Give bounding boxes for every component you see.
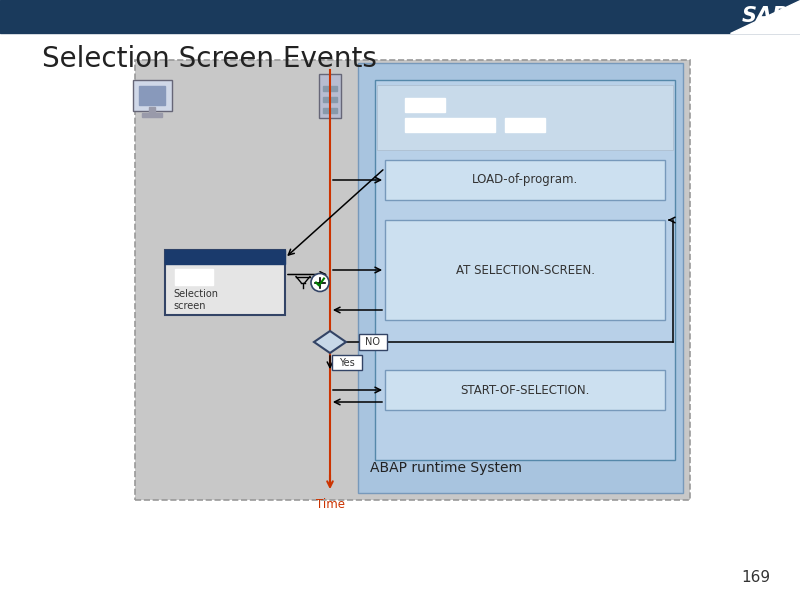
Bar bbox=[505, 118, 545, 132]
Circle shape bbox=[311, 274, 329, 292]
Bar bbox=[142, 113, 162, 117]
Text: LOAD-of-program.: LOAD-of-program. bbox=[472, 173, 578, 187]
Text: Time: Time bbox=[315, 498, 345, 511]
FancyBboxPatch shape bbox=[332, 355, 362, 370]
Bar bbox=[149, 107, 155, 115]
Bar bbox=[175, 269, 213, 285]
Bar bbox=[0, 0, 800, 33]
FancyBboxPatch shape bbox=[319, 74, 341, 118]
FancyBboxPatch shape bbox=[385, 370, 665, 410]
FancyBboxPatch shape bbox=[385, 220, 665, 320]
FancyBboxPatch shape bbox=[375, 80, 675, 460]
Text: ABAP runtime System: ABAP runtime System bbox=[370, 461, 522, 475]
Text: NO: NO bbox=[366, 337, 381, 347]
FancyBboxPatch shape bbox=[377, 85, 673, 150]
Bar bbox=[405, 98, 445, 112]
Polygon shape bbox=[314, 331, 346, 353]
Bar bbox=[323, 86, 337, 91]
Bar bbox=[323, 97, 337, 102]
Text: Yes: Yes bbox=[339, 358, 355, 367]
FancyBboxPatch shape bbox=[358, 63, 683, 493]
Text: AT SELECTION-SCREEN.: AT SELECTION-SCREEN. bbox=[455, 263, 594, 277]
Text: SAP: SAP bbox=[742, 7, 788, 26]
FancyBboxPatch shape bbox=[165, 250, 285, 315]
FancyBboxPatch shape bbox=[385, 160, 665, 200]
Bar bbox=[323, 108, 337, 113]
Polygon shape bbox=[730, 0, 800, 33]
FancyBboxPatch shape bbox=[359, 334, 387, 350]
Text: 169: 169 bbox=[741, 570, 770, 585]
Text: Selection Screen Events: Selection Screen Events bbox=[42, 45, 377, 73]
FancyBboxPatch shape bbox=[135, 60, 690, 500]
Bar bbox=[165, 250, 285, 264]
Bar bbox=[139, 86, 165, 105]
Text: START-OF-SELECTION.: START-OF-SELECTION. bbox=[460, 383, 590, 397]
Text: Selection
screen: Selection screen bbox=[173, 289, 218, 311]
Bar bbox=[405, 118, 495, 132]
FancyBboxPatch shape bbox=[133, 79, 171, 110]
